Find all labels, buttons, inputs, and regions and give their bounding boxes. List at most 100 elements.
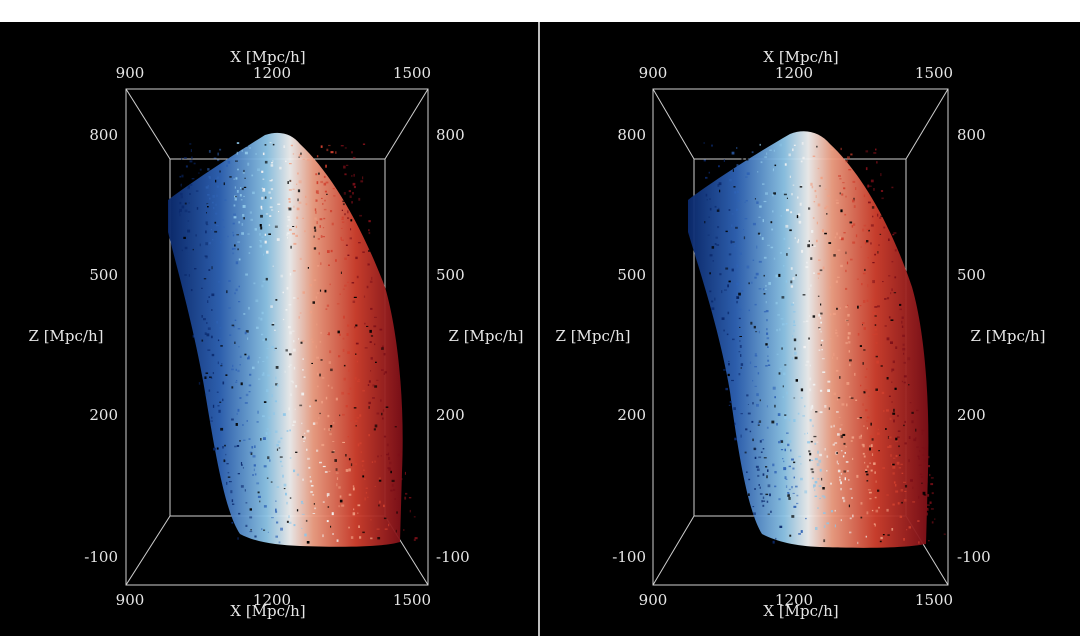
scatter-point: [890, 319, 894, 321]
scatter-point: [814, 481, 818, 484]
scatter-point: [899, 454, 901, 457]
scatter-point: [862, 444, 865, 448]
scatter-point: [319, 340, 322, 343]
scatter-point: [711, 300, 714, 303]
scatter-point: [244, 402, 248, 404]
z-axis-label-left: Z [Mpc/h]: [29, 327, 104, 345]
scatter-point: [926, 455, 930, 459]
scatter-point: [288, 189, 292, 191]
scatter-point: [891, 186, 894, 189]
scatter-point: [901, 316, 904, 319]
scatter-point: [316, 199, 318, 202]
scatter-point: [223, 459, 226, 463]
scatter-point: [231, 386, 234, 389]
scatter-point: [286, 520, 289, 523]
scatter-point: [849, 359, 852, 362]
scatter-point: [837, 397, 841, 399]
scatter-point: [709, 254, 713, 257]
scatter-point: [866, 427, 868, 430]
scatter-point: [788, 492, 790, 496]
scatter-point: [776, 329, 779, 332]
scatter-point: [870, 469, 873, 472]
scatter-point: [894, 484, 897, 487]
scatter-point: [341, 221, 345, 223]
scatter-point: [743, 236, 746, 240]
scatter-point: [271, 179, 273, 182]
scatter-point: [238, 512, 241, 515]
scatter-point: [255, 153, 257, 155]
scatter-point: [874, 324, 877, 326]
scatter-point: [817, 295, 820, 297]
scatter-point: [260, 317, 263, 321]
scatter-point: [793, 338, 797, 342]
scatter-point: [901, 325, 904, 328]
z-tick-left-500: 500: [617, 266, 646, 284]
scatter-point: [221, 260, 223, 263]
scatter-point: [287, 237, 289, 239]
scatter-point: [754, 198, 756, 200]
scatter-point: [285, 160, 287, 163]
scatter-point: [717, 184, 720, 187]
scatter-point: [736, 296, 739, 299]
scatter-point: [868, 229, 870, 232]
scatter-point: [304, 230, 306, 233]
scatter-point: [235, 261, 239, 265]
scatter-point: [828, 242, 832, 244]
scatter-point: [183, 157, 187, 159]
scatter-point: [272, 265, 274, 267]
scatter-point: [811, 185, 814, 189]
scatter-point: [788, 488, 791, 491]
scatter-plot-right: X [Mpc/h] X [Mpc/h] Z [Mpc/h] Z [Mpc/h] …: [556, 48, 1046, 620]
scatter-point: [780, 449, 784, 451]
scatter-point: [353, 173, 355, 177]
scatter-point: [925, 446, 928, 450]
scatter-point: [769, 149, 772, 151]
scatter-point: [353, 186, 356, 189]
scatter-point: [341, 218, 344, 220]
scatter-point: [259, 233, 261, 236]
scatter-point: [889, 417, 892, 420]
scatter-point: [797, 412, 800, 415]
scatter-point: [795, 379, 798, 382]
scatter-point: [740, 354, 742, 357]
z-tick-left-200: 200: [617, 406, 646, 424]
scatter-point: [334, 459, 337, 462]
scatter-point: [275, 383, 278, 386]
scatter-point: [219, 170, 221, 173]
scatter-point: [917, 520, 920, 522]
scatter-point: [265, 432, 268, 435]
scatter-point: [218, 281, 221, 283]
scatter-point: [225, 453, 227, 456]
scatter-point: [738, 317, 741, 320]
scatter-point: [195, 234, 197, 237]
scatter-point: [791, 193, 793, 196]
scatter-point: [341, 209, 343, 211]
scatter-point: [314, 229, 317, 232]
point-cloud-speckle: [703, 142, 946, 545]
scatter-point: [735, 226, 738, 229]
scatter-point: [875, 333, 878, 335]
scatter-point: [871, 206, 875, 209]
scatter-point: [875, 509, 879, 513]
z-tick-right-500: 500: [957, 266, 986, 284]
scatter-point: [295, 225, 298, 229]
scatter-point: [869, 447, 871, 451]
scatter-point: [234, 198, 237, 201]
scatter-point: [292, 424, 295, 426]
scatter-point: [845, 269, 847, 273]
scatter-point: [793, 419, 796, 422]
scatter-point: [359, 442, 362, 445]
scatter-point: [344, 213, 346, 216]
scatter-point: [270, 164, 274, 167]
panel-right: X [Mpc/h] X [Mpc/h] Z [Mpc/h] Z [Mpc/h] …: [540, 22, 1080, 636]
scatter-point: [250, 218, 253, 221]
scatter-point: [239, 355, 242, 358]
scatter-point: [286, 232, 290, 235]
scatter-point: [823, 512, 826, 514]
scatter-point: [275, 376, 277, 380]
scatter-point: [345, 454, 347, 457]
scatter-point: [881, 197, 884, 200]
scatter-point: [236, 412, 238, 415]
scatter-point: [343, 377, 346, 381]
scatter-point: [315, 345, 317, 349]
